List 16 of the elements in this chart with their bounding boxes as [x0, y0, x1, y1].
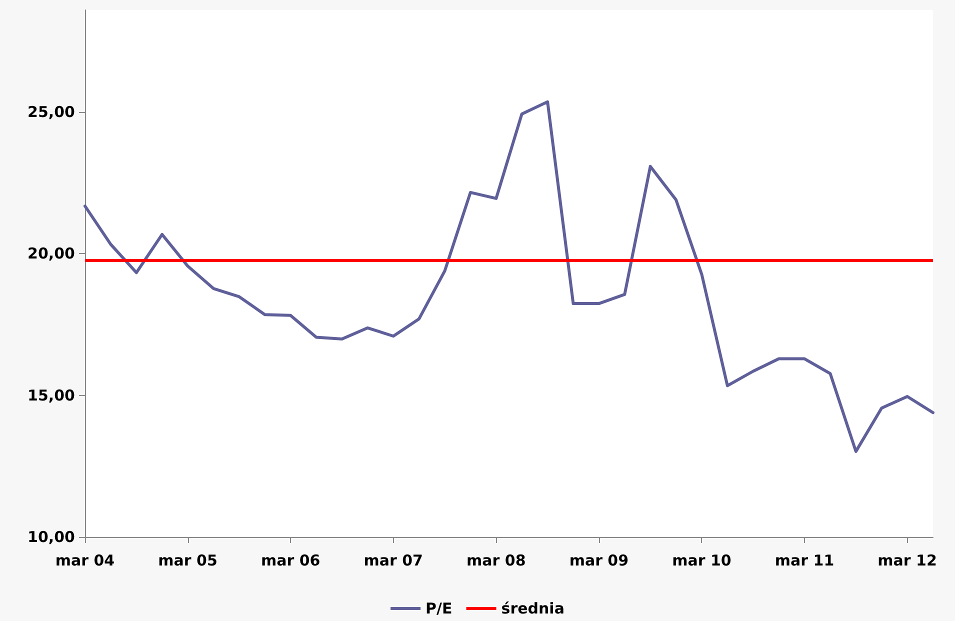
- y-tick-label: 15,00: [28, 386, 75, 404]
- x-tick-label: mar 09: [569, 552, 629, 570]
- x-tick-label: mar 07: [364, 552, 423, 570]
- line-series: [84, 100, 934, 453]
- x-tick-label: mar 12: [878, 552, 937, 570]
- y-tick-label: 25,00: [28, 103, 75, 121]
- x-tick-label: mar 06: [260, 552, 320, 570]
- y-tick-label: 10,00: [28, 528, 75, 546]
- x-tick-label: mar 10: [672, 552, 732, 570]
- legend-label: P/E: [426, 600, 452, 618]
- legend-label: średnia: [501, 600, 564, 618]
- x-tick-label: mar 11: [774, 552, 834, 570]
- x-tick-label: mar 05: [158, 552, 218, 570]
- y-tick-label: 20,00: [28, 244, 75, 263]
- x-tick-label: mar 08: [466, 552, 526, 570]
- x-tick-label: mar 04: [55, 552, 115, 570]
